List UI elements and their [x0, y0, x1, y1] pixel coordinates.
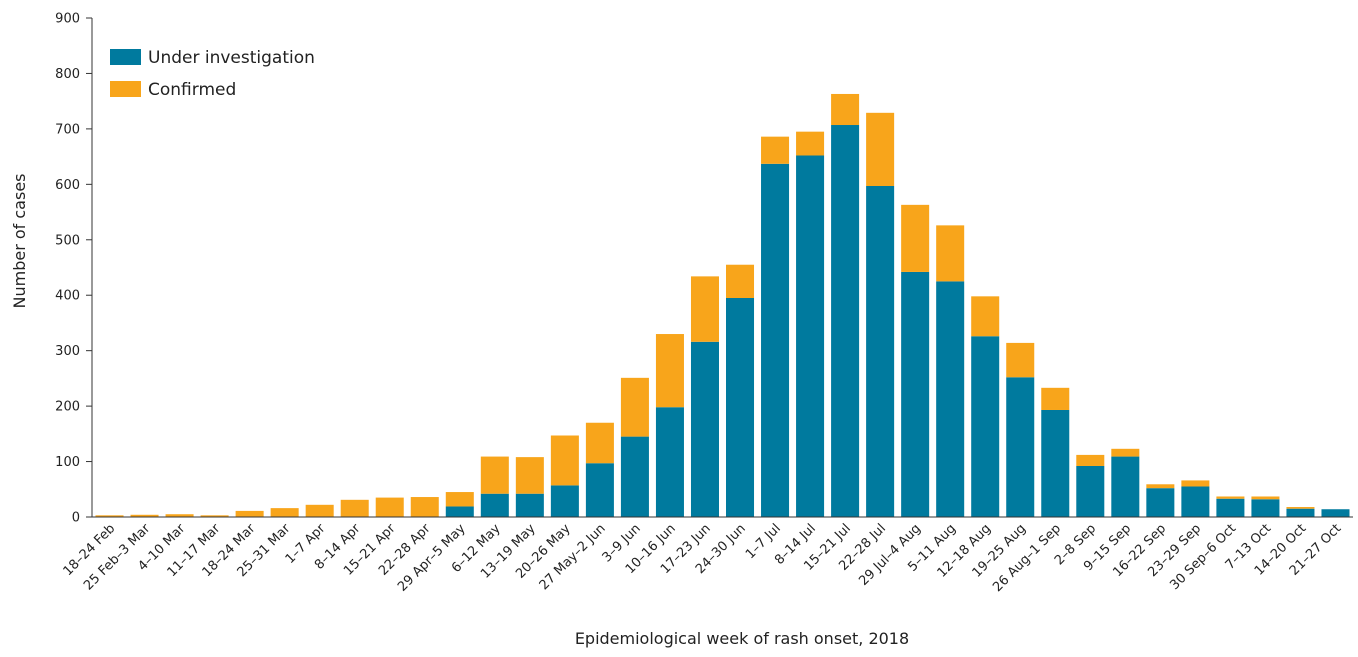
bar-under-investigation: [1251, 499, 1280, 517]
bar-under-investigation: [796, 155, 825, 517]
legend-label-under-investigation: Under investigation: [148, 48, 315, 68]
bar-under-investigation: [655, 407, 684, 517]
bar-confirmed: [270, 508, 299, 517]
bar-confirmed: [1006, 342, 1035, 378]
bar-confirmed: [340, 499, 369, 517]
bar-confirmed: [796, 131, 825, 156]
bar-group: [95, 93, 1350, 517]
bar-under-investigation: [1111, 456, 1140, 517]
y-axis-title: Number of cases: [10, 174, 29, 309]
y-tick-label: 400: [55, 289, 80, 304]
bar-confirmed: [901, 204, 930, 272]
bar-confirmed: [831, 93, 860, 126]
bar-confirmed: [375, 497, 404, 517]
bar-confirmed: [1076, 454, 1105, 466]
bar-under-investigation: [866, 185, 895, 517]
y-tick-label: 900: [55, 12, 80, 27]
bar-under-investigation: [480, 493, 509, 517]
x-axis-title: Epidemiological week of rash onset, 2018: [575, 629, 909, 648]
bar-confirmed: [305, 504, 334, 517]
bar-confirmed: [1181, 480, 1210, 487]
bar-under-investigation: [761, 163, 790, 517]
bar-confirmed: [410, 497, 439, 517]
y-tick-label: 600: [55, 178, 80, 193]
y-axis-ticks: 0 100 200 300 400 500 600 700 800 900: [55, 12, 92, 526]
y-tick-label: 800: [55, 67, 80, 82]
bar-confirmed: [726, 264, 755, 298]
bar-under-investigation: [515, 493, 544, 517]
bar-under-investigation: [620, 436, 649, 517]
bar-confirmed: [1251, 496, 1280, 500]
bar-under-investigation: [1076, 465, 1105, 517]
bar-confirmed: [1216, 496, 1245, 499]
bar-under-investigation: [690, 341, 719, 517]
y-tick-label: 100: [55, 455, 80, 470]
bar-under-investigation: [1216, 498, 1245, 517]
legend-label-confirmed: Confirmed: [148, 80, 236, 100]
bar-confirmed: [165, 514, 194, 517]
bar-confirmed: [936, 225, 965, 282]
legend: Under investigation Confirmed: [110, 48, 315, 100]
bar-under-investigation: [1321, 509, 1350, 517]
bar-confirmed: [866, 112, 895, 186]
bar-under-investigation: [726, 297, 755, 517]
bar-confirmed: [585, 422, 614, 464]
bar-under-investigation: [831, 125, 860, 517]
bar-under-investigation: [1286, 508, 1315, 517]
bar-confirmed: [620, 377, 649, 437]
y-tick-label: 0: [72, 511, 80, 526]
bar-under-investigation: [971, 336, 1000, 517]
bar-confirmed: [1286, 507, 1315, 509]
bar-confirmed: [515, 457, 544, 494]
bar-under-investigation: [901, 271, 930, 517]
y-tick-label: 500: [55, 233, 80, 248]
y-tick-label: 300: [55, 344, 80, 359]
bar-confirmed: [200, 515, 229, 517]
legend-swatch-under-investigation: [110, 49, 141, 65]
bar-confirmed: [761, 136, 790, 164]
legend-swatch-confirmed: [110, 81, 141, 97]
y-tick-label: 700: [55, 122, 80, 137]
bar-under-investigation: [1146, 488, 1175, 517]
bar-under-investigation: [936, 281, 965, 517]
bar-under-investigation: [1181, 486, 1210, 517]
bar-confirmed: [690, 276, 719, 342]
bar-under-investigation: [1041, 409, 1070, 517]
bar-confirmed: [1111, 448, 1140, 457]
y-tick-label: 200: [55, 400, 80, 415]
bar-under-investigation: [445, 506, 474, 517]
bar-under-investigation: [550, 485, 579, 517]
bar-confirmed: [95, 515, 124, 517]
bar-confirmed: [1146, 484, 1175, 489]
bar-confirmed: [550, 435, 579, 486]
bar-confirmed: [235, 510, 264, 517]
bar-confirmed: [1041, 387, 1070, 410]
bar-confirmed: [480, 456, 509, 494]
bar-confirmed: [130, 514, 159, 517]
bar-confirmed: [655, 334, 684, 408]
bar-under-investigation: [585, 463, 614, 517]
bar-confirmed: [971, 296, 1000, 337]
bar-under-investigation: [1006, 377, 1035, 517]
bar-confirmed: [445, 492, 474, 507]
